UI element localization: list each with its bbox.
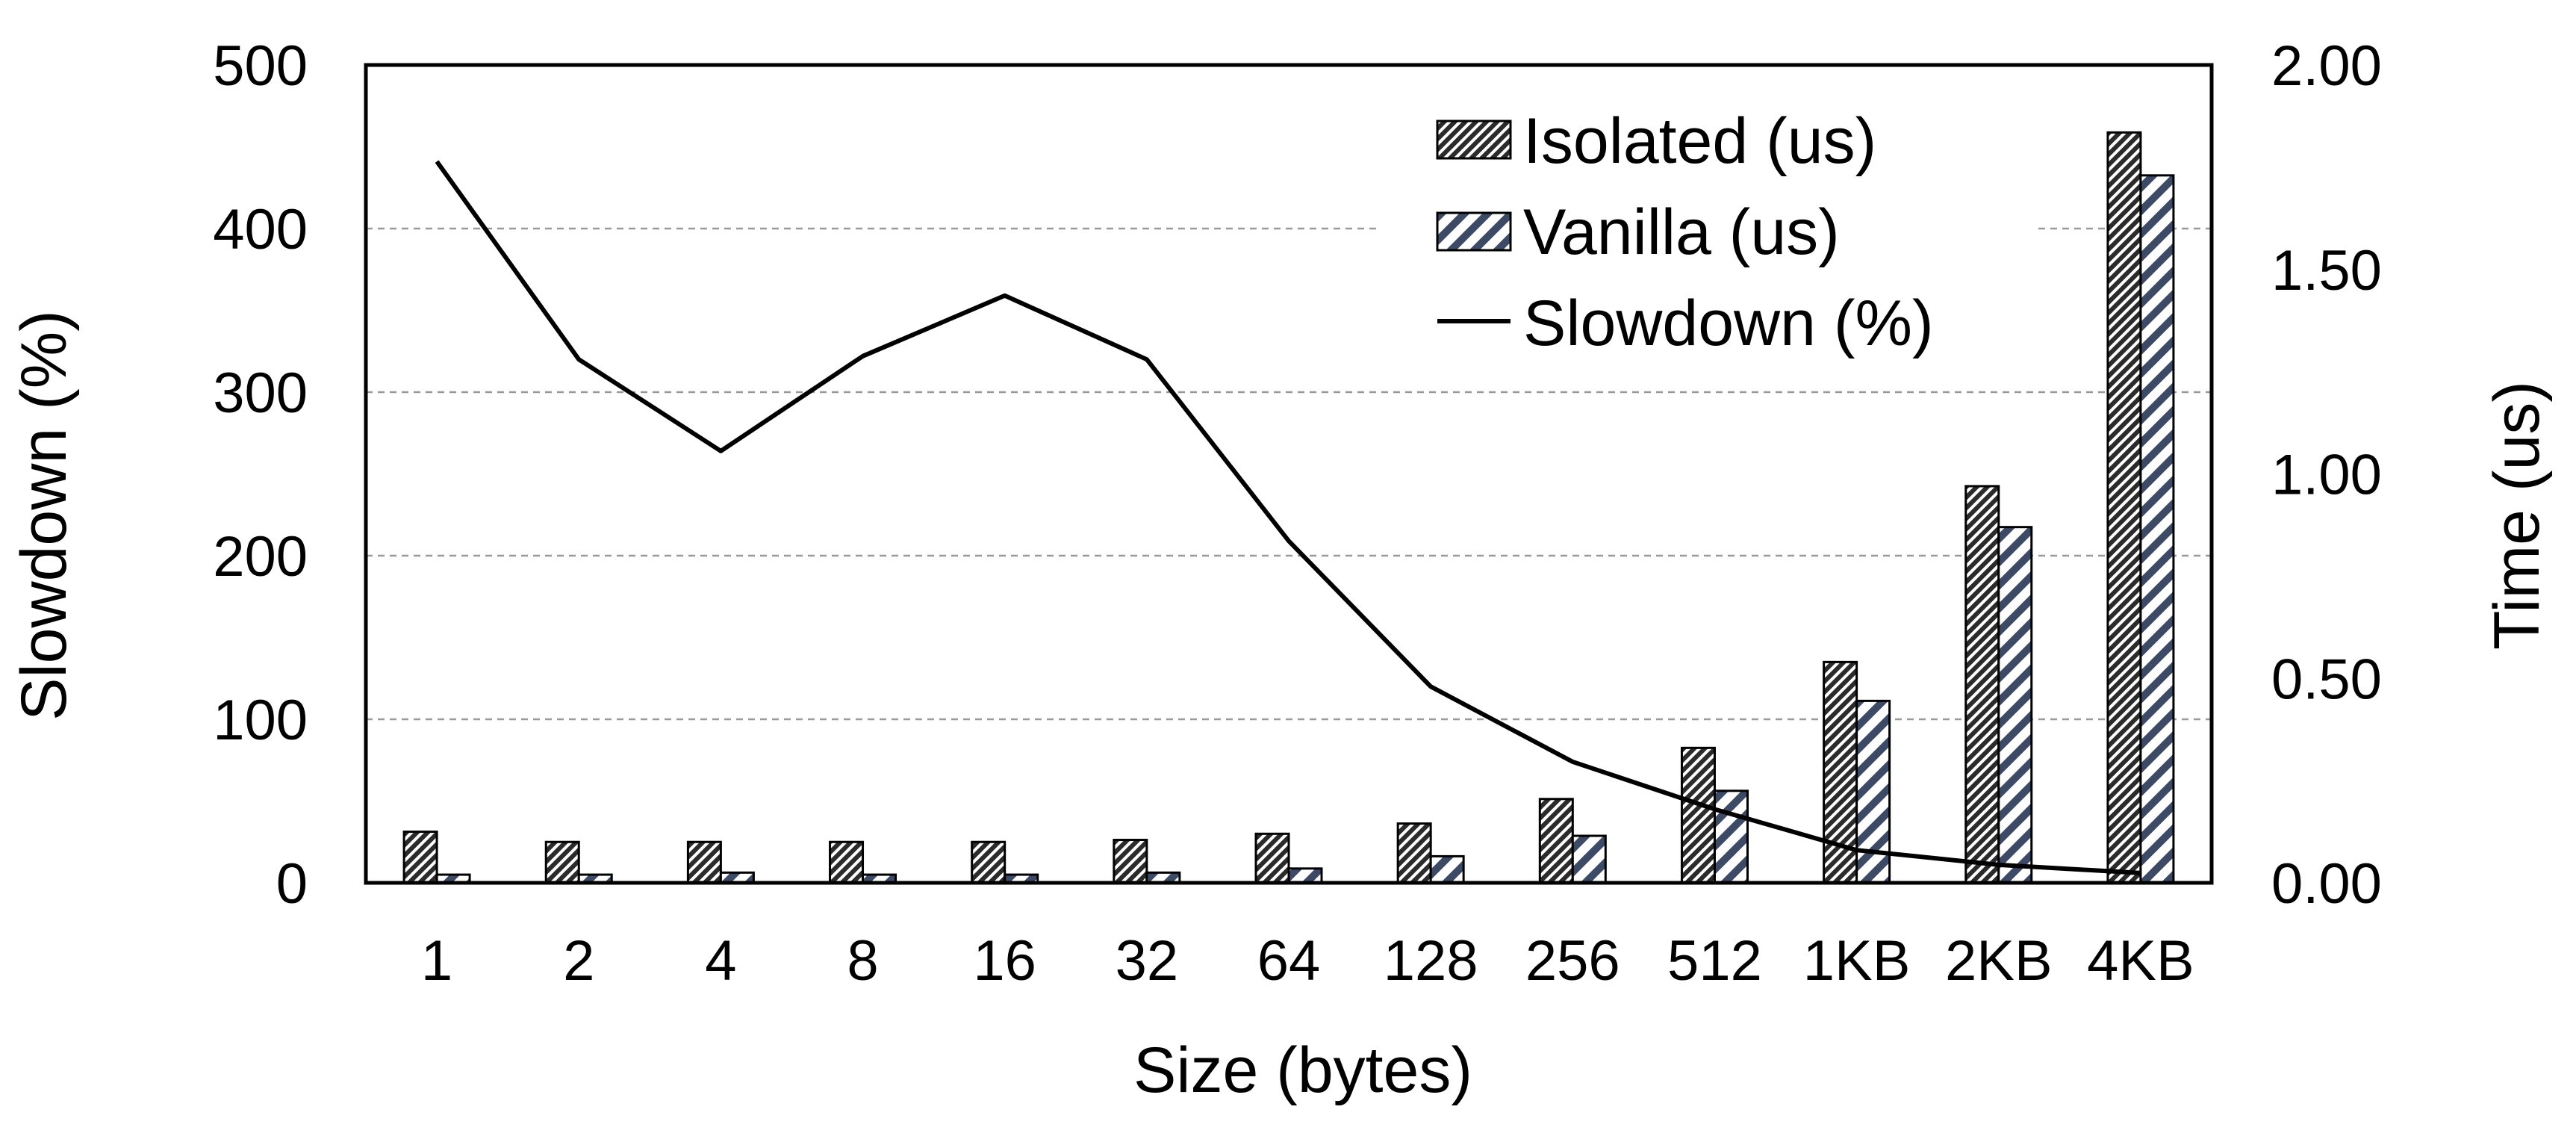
legend-label-slowdown: Slowdown (%) bbox=[1523, 288, 1934, 359]
right-y-tick-label: 0.00 bbox=[2271, 852, 2382, 916]
bar-isolated bbox=[686, 840, 722, 884]
gridlines bbox=[366, 227, 2212, 721]
right-y-tick-label: 1.00 bbox=[2271, 444, 2382, 507]
left-y-tick-label: 400 bbox=[213, 198, 308, 261]
x-tick-label: 512 bbox=[1667, 929, 1762, 993]
x-tick-label: 4 bbox=[705, 929, 736, 993]
x-tick-label: 8 bbox=[847, 929, 878, 993]
left-y-tick-label: 200 bbox=[213, 525, 308, 589]
legend-label-isolated: Isolated (us) bbox=[1523, 105, 1876, 177]
legend: Isolated (us) Vanilla (us) Slowdown (%) bbox=[1381, 97, 2038, 373]
bar-isolated bbox=[971, 840, 1007, 884]
bar-vanilla bbox=[1429, 854, 1465, 884]
legend-label-vanilla: Vanilla (us) bbox=[1523, 196, 1840, 268]
bar-vanilla bbox=[1287, 867, 1323, 884]
legend-swatch-vanilla bbox=[1436, 211, 1512, 252]
bar-vanilla bbox=[1855, 699, 1891, 884]
bar-isolated bbox=[1964, 485, 2000, 884]
left-y-tick-label: 100 bbox=[213, 689, 308, 752]
x-tick-label: 128 bbox=[1384, 929, 1478, 993]
left-y-tick-label: 300 bbox=[213, 362, 308, 425]
bar-isolated bbox=[544, 840, 580, 884]
x-tick-label: 1 bbox=[421, 929, 452, 993]
bar-isolated bbox=[2106, 131, 2142, 884]
bar-vanilla bbox=[1997, 526, 2033, 884]
bar-vanilla bbox=[2139, 174, 2175, 884]
bar-isolated bbox=[402, 831, 438, 884]
left-y-tick-label: 0 bbox=[276, 852, 308, 916]
bar-isolated bbox=[1113, 839, 1148, 884]
bar-isolated bbox=[829, 840, 865, 884]
x-tick-label: 64 bbox=[1257, 929, 1321, 993]
right-y-tick-label: 1.50 bbox=[2271, 239, 2382, 302]
plot-frame bbox=[364, 63, 2214, 885]
right-y-tick-label: 2.00 bbox=[2271, 34, 2382, 98]
legend-swatch-isolated bbox=[1436, 120, 1512, 160]
x-tick-label: 256 bbox=[1525, 929, 1620, 993]
left-y-axis-title: Slowdown (%) bbox=[8, 310, 80, 721]
tick-labels: 0 100 200 300 400 500 0.00 0.50 1.00 1.50 2.00 1 2 4 8… bbox=[213, 34, 2382, 993]
left-y-tick-label: 500 bbox=[213, 34, 308, 98]
x-tick-label: 16 bbox=[973, 929, 1036, 993]
right-y-axis-title: Time (us) bbox=[2481, 381, 2553, 650]
x-tick-label: 4KB bbox=[2087, 929, 2194, 993]
x-tick-label: 1KB bbox=[1803, 929, 1911, 993]
x-tick-label: 2KB bbox=[1945, 929, 2053, 993]
slowdown-line bbox=[435, 160, 2141, 875]
bar-isolated bbox=[1538, 798, 1574, 884]
right-y-tick-label: 0.50 bbox=[2271, 648, 2382, 711]
slowdown-series-line bbox=[435, 160, 2141, 875]
bar-isolated bbox=[1396, 822, 1432, 884]
bar-vanilla bbox=[1571, 834, 1607, 884]
bar-isolated bbox=[1680, 746, 1716, 884]
bar-isolated bbox=[1254, 832, 1290, 884]
x-axis-title: Size (bytes) bbox=[1133, 1034, 1472, 1106]
x-tick-label: 2 bbox=[563, 929, 594, 993]
plot-border bbox=[364, 63, 2214, 885]
x-tick-label: 32 bbox=[1116, 929, 1179, 993]
bar-vanilla bbox=[1713, 789, 1749, 884]
